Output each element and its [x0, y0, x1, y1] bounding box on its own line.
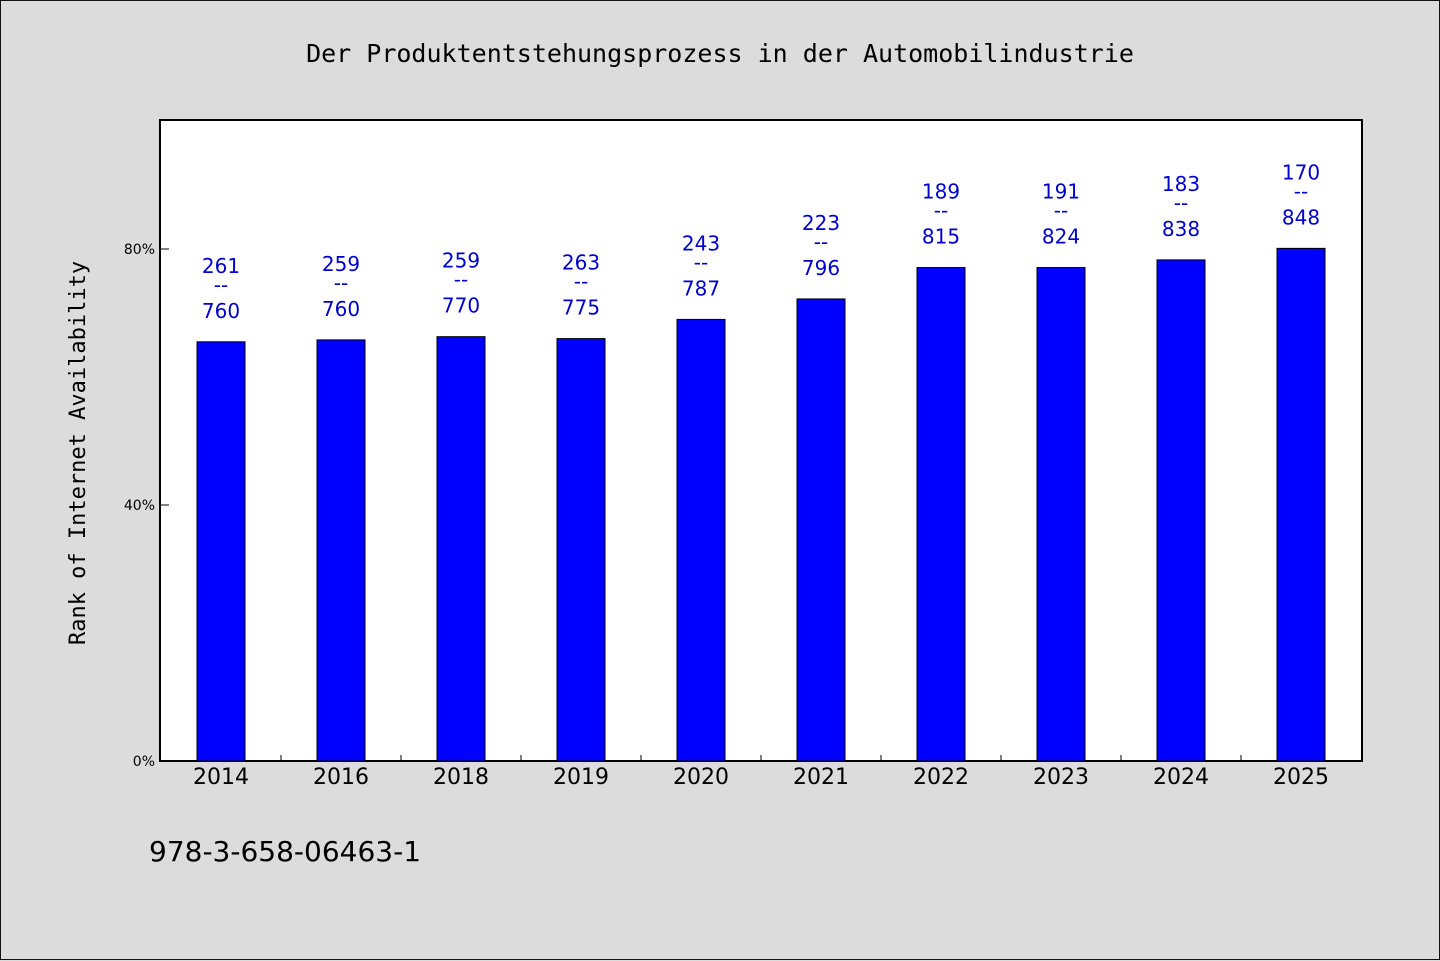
bar-label-bottom: 815	[922, 225, 960, 249]
bar-label-bottom: 770	[442, 294, 480, 318]
bar-label-top: 261	[202, 254, 240, 278]
y-tick-label: 40%	[124, 498, 155, 514]
bar-label-bottom: 848	[1282, 205, 1320, 229]
bar-label-bottom: 760	[202, 299, 240, 323]
x-tick-label: 2024	[1153, 765, 1209, 790]
bar-label-separator: --	[574, 270, 588, 294]
bar-2021	[796, 298, 846, 762]
bar-label-separator: --	[214, 273, 228, 297]
x-tick-label: 2021	[793, 765, 849, 790]
x-tick-label: 2023	[1033, 765, 1089, 790]
bar-label-separator: --	[334, 271, 348, 295]
chart-title: Der Produktentstehungsprozess in der Aut…	[306, 39, 1134, 68]
x-tick-label: 2016	[313, 765, 369, 790]
bar-2024	[1156, 259, 1206, 762]
bar-2022	[916, 267, 966, 762]
bar-2023	[1036, 267, 1086, 762]
bar-label-bottom: 838	[1162, 217, 1200, 241]
bar-label-bottom: 796	[802, 256, 840, 280]
x-axis-ticks: 2014 2016 2018 2019 2020 2021 2022 2023 2024 2025	[193, 755, 1329, 790]
bar-label-top: 170	[1282, 160, 1320, 184]
x-tick-label: 2025	[1273, 765, 1329, 790]
y-axis-ticks: 0% 40% 80%	[124, 242, 169, 770]
bar-label-separator: --	[1054, 199, 1068, 223]
bar-label-bottom: 775	[562, 296, 600, 320]
y-axis-label: Rank of Internet Availability	[66, 261, 91, 645]
bar-label-bottom: 824	[1042, 225, 1080, 249]
x-tick-label: 2022	[913, 765, 969, 790]
bar-label-top: 183	[1162, 172, 1200, 196]
bar-label-bottom: 787	[682, 276, 720, 300]
bar-2025	[1276, 247, 1326, 762]
bar-label-top: 259	[442, 249, 480, 273]
x-tick-label: 2014	[193, 765, 249, 790]
y-tick-label: 80%	[124, 242, 155, 258]
x-tick-label: 2019	[553, 765, 609, 790]
bar-label-separator: --	[1174, 191, 1188, 215]
x-tick-label: 2018	[433, 765, 489, 790]
bar-label-top: 263	[562, 251, 600, 275]
bar-label-separator: --	[814, 230, 828, 254]
bar-label-separator: --	[934, 199, 948, 223]
bar-2018	[436, 336, 486, 762]
bar-series	[196, 247, 1326, 762]
bar-label-separator: --	[694, 250, 708, 274]
isbn-footer: 978-3-658-06463-1	[149, 835, 422, 868]
bar-label-top: 259	[322, 252, 360, 276]
bar-label-top: 243	[682, 231, 720, 255]
y-tick-label: 0%	[133, 754, 155, 770]
bar-2019	[556, 338, 606, 762]
bar-label-top: 191	[1042, 180, 1080, 204]
bar-label-separator: --	[454, 268, 468, 292]
bar-2020	[676, 318, 726, 762]
bar-2016	[316, 339, 366, 762]
x-tick-label: 2020	[673, 765, 729, 790]
bar-label-top: 223	[802, 211, 840, 235]
bar-label-top: 189	[922, 180, 960, 204]
bar-label-bottom: 760	[322, 297, 360, 321]
bar-data-labels: 261--760259--760259--770263--775243--787…	[202, 160, 1320, 322]
bar-label-separator: --	[1294, 179, 1308, 203]
bar-2014	[196, 341, 246, 762]
